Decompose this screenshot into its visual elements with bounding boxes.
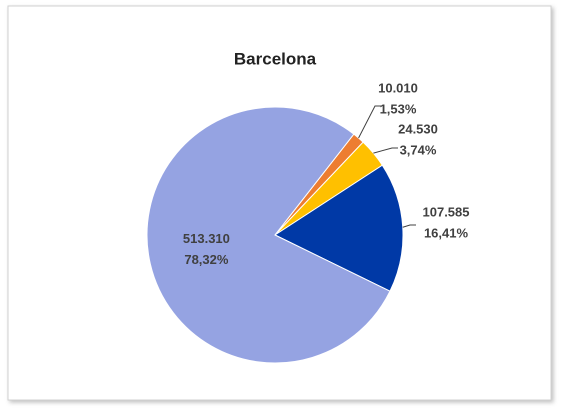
pie-slice [273, 164, 404, 292]
percent-label: 1,53% [380, 101, 417, 116]
leader-line [373, 147, 398, 154]
value-label: 10.010 [378, 80, 418, 95]
leader-line [358, 105, 381, 139]
value-label: 513.310 [183, 231, 230, 246]
chart-title: Barcelona [234, 49, 317, 68]
leader-line [402, 224, 416, 228]
pie-slice [146, 106, 391, 364]
value-label: 24.530 [398, 121, 438, 136]
percent-label: 78,32% [184, 252, 229, 267]
percent-label: 16,41% [424, 225, 469, 240]
percent-label: 3,74% [400, 142, 437, 157]
value-label: 107.585 [423, 204, 470, 219]
